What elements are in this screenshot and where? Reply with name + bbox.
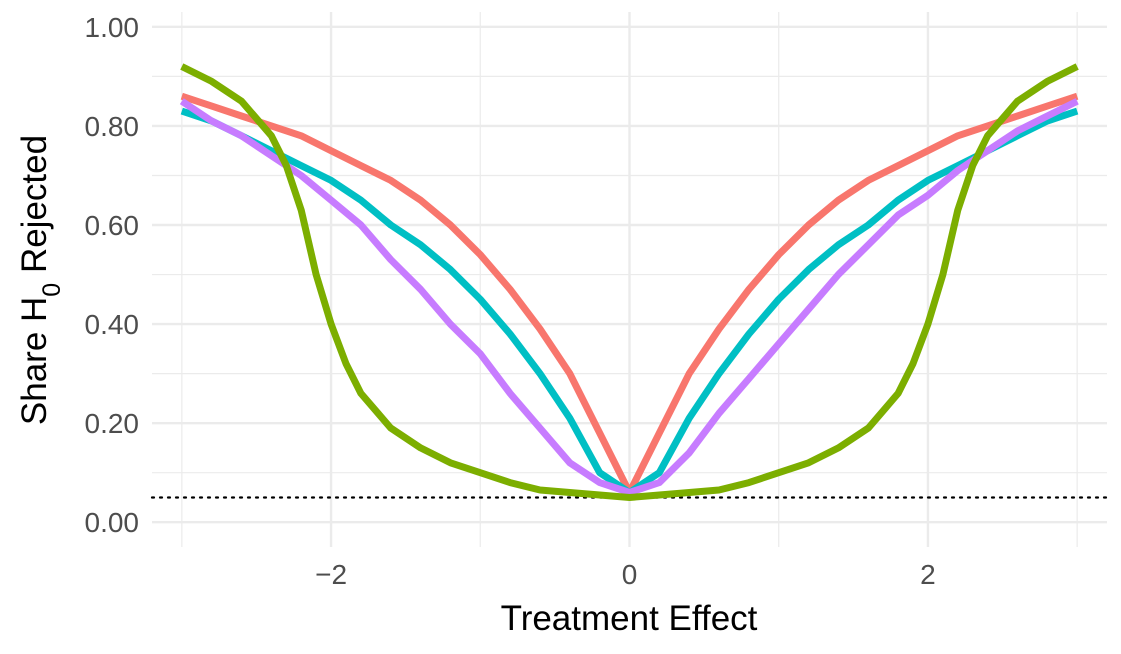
y-tick-labels: 0.00 0.20 0.40 0.60 0.80 1.00 [85, 12, 140, 538]
y-tick-label: 1.00 [85, 12, 140, 43]
y-tick-label: 0.40 [85, 309, 140, 340]
x-tick-labels: −2 0 2 [315, 559, 936, 590]
y-axis-title-prefix: Share [15, 322, 54, 425]
x-tick-label: 0 [622, 559, 638, 590]
y-axis-title: Share H0 Rejected [15, 135, 66, 425]
series-line-3 [179, 98, 1079, 496]
y-axis-title-subscript: 0 [38, 283, 66, 297]
x-axis-title: Treatment Effect [501, 599, 758, 638]
series-lines [179, 63, 1079, 501]
y-tick-label: 0.80 [85, 111, 140, 142]
x-tick-label: −2 [315, 559, 347, 590]
x-tick-label: 2 [920, 559, 936, 590]
major-gridlines [152, 12, 1107, 547]
series-line-4 [180, 63, 1079, 501]
y-axis-title-suffix: Rejected [15, 135, 54, 283]
y-tick-label: 0.00 [85, 507, 140, 538]
y-tick-label: 0.60 [85, 210, 140, 241]
y-axis-title-symbol: H [15, 297, 54, 322]
y-tick-label: 0.20 [85, 408, 140, 439]
